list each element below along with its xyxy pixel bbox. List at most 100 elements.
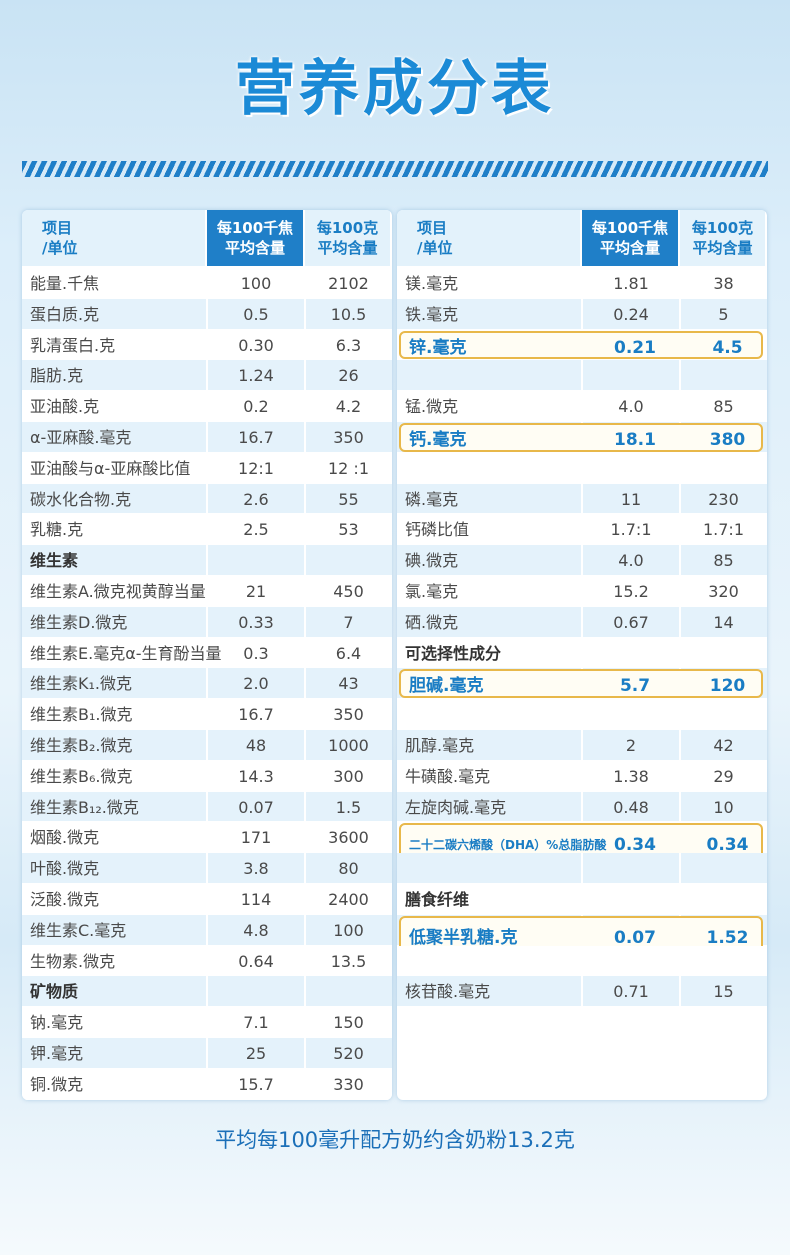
cell-divider — [206, 884, 208, 914]
table-row — [397, 853, 767, 884]
value-cell: 80 — [338, 859, 359, 879]
cell-divider — [304, 791, 306, 822]
cell-divider — [581, 298, 583, 329]
item-label: 维生素C.毫克 — [30, 920, 127, 940]
item-label: 二十二碳六烯酸（DHA）%总脂肪酸 — [409, 838, 607, 853]
table-row: 磷.毫克 11 230 — [397, 483, 767, 515]
item-label: 碳水化合物.克 — [30, 489, 132, 509]
value-cell: 1.24 — [238, 366, 274, 386]
cell-divider — [679, 452, 681, 483]
cell-divider — [206, 914, 208, 945]
cell-divider — [581, 884, 583, 914]
table-row: 维生素K₁.微克 2.0 43 — [22, 668, 392, 700]
table-row — [397, 452, 767, 484]
table-row: 维生素B₁.微克 16.7 350 — [22, 699, 392, 730]
value-cell: 7.1 — [243, 1013, 269, 1033]
value-cell: 16.7 — [238, 428, 274, 447]
value-cell: 100 — [240, 274, 272, 293]
value-cell: 29 — [713, 766, 734, 786]
item-label: 维生素B₆.微克 — [30, 766, 133, 786]
value-cell: 350 — [333, 705, 364, 725]
cell-divider — [581, 483, 583, 514]
item-label: 维生素K₁.微克 — [30, 674, 132, 694]
value-cell: 520 — [333, 1044, 364, 1063]
table-row: 维生素B₂.微克 48 1000 — [22, 730, 392, 761]
value-cell: 48 — [245, 736, 267, 755]
footnote: 平均每100毫升配方奶约含奶粉13.2克 — [215, 1128, 575, 1152]
item-label: 钠.毫克 — [30, 1013, 84, 1033]
cell-divider — [581, 606, 583, 637]
value-cell: 4.0 — [618, 397, 644, 417]
cell-divider — [206, 545, 208, 575]
cell-divider — [304, 822, 306, 853]
table-row: 维生素 — [22, 545, 392, 576]
value-cell: 100 — [333, 920, 364, 940]
cell-divider — [304, 360, 306, 391]
value-cell: 6.3 — [335, 335, 362, 355]
table-row: 硒.微克 0.67 14 — [397, 606, 767, 638]
item-label: 胆碱.毫克 — [409, 676, 484, 697]
cell-divider — [581, 514, 583, 545]
cell-divider — [206, 760, 208, 791]
value-cell: 2102 — [328, 274, 369, 293]
cell-divider — [581, 576, 583, 606]
cell-divider — [206, 945, 208, 976]
item-label: 蛋白质.克 — [30, 304, 100, 324]
cell-divider — [206, 730, 208, 760]
cell-divider — [304, 1038, 306, 1068]
item-label: 脂肪.克 — [30, 366, 84, 386]
cell-divider — [206, 1007, 208, 1037]
value-cell: 12 :1 — [327, 458, 369, 478]
value-cell: 12:1 — [238, 458, 274, 478]
header-text: 每100千焦 — [216, 219, 294, 237]
item-label: 牛磺酸.毫克 — [405, 766, 491, 786]
table-row: 维生素B₆.微克 14.3 300 — [22, 760, 392, 792]
table-row: 维生素D.微克 0.33 7 — [22, 606, 392, 638]
value-cell: 6.4 — [335, 643, 362, 663]
header-cell: 每100克 平均含量 — [680, 210, 765, 266]
cell-divider — [679, 1007, 681, 1037]
header-cell: 每100千焦 平均含量 — [207, 210, 303, 266]
item-label: 维生素D.微克 — [30, 612, 128, 632]
value-cell: 15.7 — [238, 1074, 274, 1094]
cell-divider — [679, 545, 681, 575]
cell-divider — [679, 945, 681, 976]
cell-divider — [304, 514, 306, 545]
item-label: 钙磷比值 — [405, 520, 470, 540]
cell-divider — [679, 360, 681, 391]
value-cell: 7 — [343, 612, 354, 632]
cell-divider — [679, 606, 681, 637]
cell-divider — [679, 699, 681, 729]
header-text: 平均含量 — [317, 239, 378, 257]
cell-divider — [304, 452, 306, 483]
value-cell: 5.7 — [619, 676, 651, 697]
table-row: 膳食纤维 — [397, 884, 767, 915]
item-label: 亚油酸与α-亚麻酸比值 — [30, 458, 191, 478]
value-cell: 4.5 — [712, 337, 743, 358]
cell-divider — [206, 483, 208, 514]
header-text: 项目 — [42, 219, 73, 237]
table-row: 叶酸.微克 3.8 80 — [22, 853, 392, 884]
cell-divider — [304, 1007, 306, 1037]
cell-divider — [304, 483, 306, 514]
cell-divider — [206, 329, 208, 360]
value-cell: 4.0 — [618, 551, 644, 571]
value-cell: 15 — [713, 982, 734, 1002]
table-row: 左旋肉碱.毫克 0.48 10 — [397, 791, 767, 823]
cell-divider — [304, 914, 306, 945]
item-label: 生物素.微克 — [30, 951, 116, 971]
table-row: 碳水化合物.克 2.6 55 — [22, 483, 392, 515]
value-cell: 0.64 — [238, 951, 274, 971]
cell-divider — [304, 391, 306, 421]
value-cell: 85 — [713, 551, 734, 571]
section-label: 维生素 — [30, 551, 79, 571]
item-label: 维生素A.微克视黄醇当量 — [30, 582, 206, 601]
cell-divider — [581, 730, 583, 760]
value-cell: 1.7:1 — [702, 520, 744, 540]
item-label: 钾.毫克 — [30, 1044, 84, 1063]
value-cell: 350 — [333, 428, 364, 447]
value-cell: 2.6 — [243, 489, 269, 509]
item-label: 烟酸.微克 — [30, 828, 100, 848]
value-cell: 4.2 — [335, 397, 362, 417]
value-cell: 0.3 — [243, 643, 269, 663]
